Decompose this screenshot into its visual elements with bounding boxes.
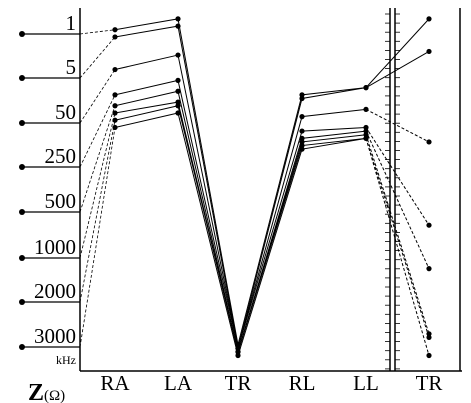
data-point [363,128,369,134]
series-tail [365,127,430,226]
legend-connector [79,105,116,213]
data-point [299,139,305,145]
legend-connector [79,36,116,79]
series-tail [365,130,430,269]
legend-connector [79,127,116,348]
data-point [112,66,118,73]
data-point [175,99,181,105]
series-tail [365,134,430,334]
data-point [426,16,432,22]
data-point [299,142,305,149]
data-point [175,103,181,109]
data-point [363,135,369,141]
legend-label: 250 [45,144,77,168]
data-point [112,92,118,98]
data-point [299,92,305,98]
data-point [175,52,181,58]
legend-label: 500 [45,189,77,213]
data-point [175,77,181,83]
y-label-symbol: Z [28,380,44,403]
data-point [363,124,369,131]
x-tick-label: RA [100,371,130,395]
x-tick-label: TR [225,371,252,395]
data-point [112,124,118,131]
series-line [114,90,367,354]
x-tick-label: TR [416,371,443,395]
unit-label: kHz [56,353,76,367]
minor-ticks [385,13,400,370]
legend-label: 50 [55,100,76,124]
series-tail [365,51,430,89]
data-point [112,110,118,116]
frame [79,8,462,372]
data-point [426,331,432,337]
legend-connector [79,94,116,168]
series-line [114,25,367,349]
legend-label: 5 [66,55,77,79]
data-point [175,88,181,94]
data-point [426,334,432,341]
data-point [426,222,432,228]
data-point [426,266,432,272]
x-tick-label: RL [289,371,316,395]
legend-label: 3000 [34,324,76,348]
x-tick-label: LL [353,371,379,395]
legend-connector [79,120,116,303]
data-point [363,132,369,138]
data-point [175,110,181,116]
data-point [426,352,432,359]
data-point [112,27,118,33]
data-point [299,95,305,102]
data-point [175,16,181,22]
series-line [114,79,367,351]
series-tail [365,18,430,88]
data-point [299,128,305,134]
series-line [114,105,367,354]
legend-label: 1 [66,11,77,35]
data-point [426,139,432,145]
data-point [112,117,118,123]
data-point [299,146,305,152]
y-label: Z(Ω) [28,380,65,403]
data-point [299,135,305,141]
series-line [114,101,367,354]
data-point [363,85,369,91]
data-point [112,34,118,40]
data-point [363,106,369,112]
data-point [299,114,305,120]
series-tail [365,108,430,143]
data-point [426,48,432,55]
series-tail [365,138,430,356]
legend-label: 2000 [34,279,76,303]
series-line [114,112,367,358]
legend-connector [79,29,116,35]
y-label-unit: (Ω) [44,388,65,403]
series-line [114,54,367,349]
data-point [235,352,241,359]
data-point [175,23,181,29]
x-tick-label: LA [164,371,193,395]
series-line [114,18,367,345]
legend-connector [79,69,116,124]
legend-label: 1000 [34,235,76,259]
data-point [112,103,118,109]
series-tail [365,138,430,338]
